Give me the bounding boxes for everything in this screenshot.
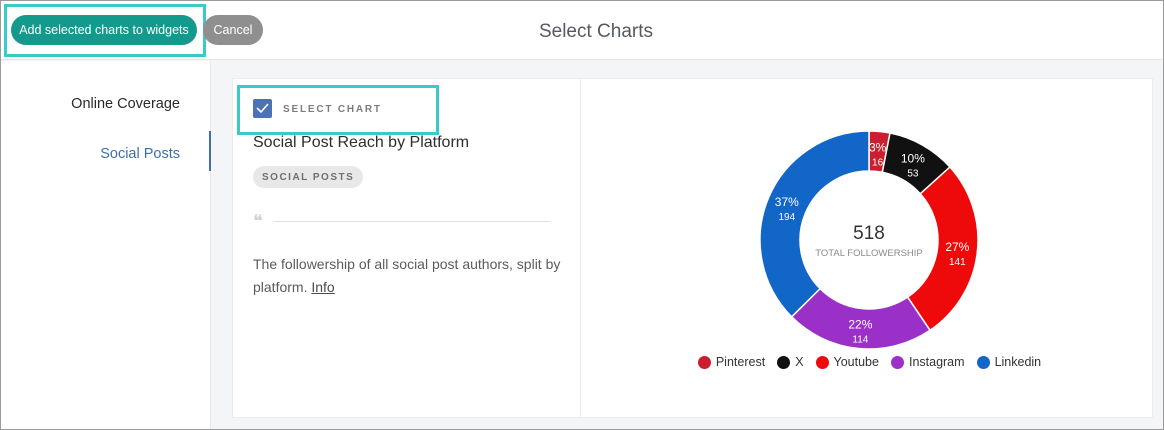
legend-swatch xyxy=(777,355,791,369)
quote-icon: ❝ xyxy=(253,211,263,232)
legend-label: Instagram xyxy=(908,355,965,369)
cancel-button[interactable]: Cancel xyxy=(203,15,263,45)
slice-value-label: 53 xyxy=(907,169,919,180)
legend-item-youtube[interactable]: Youtube xyxy=(815,355,879,369)
slice-percent-label: 3% xyxy=(869,140,887,154)
sidebar-item-social-posts[interactable]: Social Posts xyxy=(100,146,180,162)
legend-item-x[interactable]: X xyxy=(777,355,804,369)
select-chart-checkbox[interactable] xyxy=(253,99,272,118)
page-title: Select Charts xyxy=(538,21,654,42)
slice-value-label: 114 xyxy=(852,335,868,346)
slice-percent-label: 10% xyxy=(901,152,925,166)
header: Add selected charts to widgets Cancel Se… xyxy=(1,1,1163,60)
legend-swatch xyxy=(976,355,990,369)
chart-area: 3% 16 10% 53 27% 141 22% 114 37% 194 518 TOTAL FOLL… xyxy=(582,79,1152,417)
chart-card-info: SELECT CHART Social Post Reach by Platfo… xyxy=(233,79,581,417)
chart-card: SELECT CHART Social Post Reach by Platfo… xyxy=(232,78,1153,418)
checkmark-icon xyxy=(256,103,269,114)
info-link[interactable]: Info xyxy=(311,279,335,295)
legend-label: Linkedin xyxy=(994,355,1042,369)
slice-value-label: 141 xyxy=(949,257,966,268)
slice-percent-label: 22% xyxy=(848,318,872,332)
legend-item-linkedin[interactable]: Linkedin xyxy=(976,355,1042,369)
chart-title: Social Post Reach by Platform xyxy=(253,134,470,151)
divider xyxy=(273,221,551,222)
legend-swatch xyxy=(697,355,711,369)
total-label: TOTAL FOLLOWERSHIP xyxy=(815,248,923,259)
legend-swatch xyxy=(815,355,829,369)
legend-swatch xyxy=(890,355,904,369)
select-chart-label: SELECT CHART xyxy=(283,104,382,115)
highlight-box xyxy=(237,85,439,135)
slice-value-label: 194 xyxy=(778,212,795,223)
donut-chart: 3% 16 10% 53 27% 141 22% 114 37% 194 518 TOTAL FOLL… xyxy=(759,130,979,350)
chart-legend: Pinterest X Youtube Instagram Linkedin xyxy=(582,355,1157,369)
slice-percent-label: 37% xyxy=(775,195,799,209)
slice-percent-label: 27% xyxy=(945,240,969,254)
chart-description: The followership of all social post auth… xyxy=(253,253,563,299)
category-tag: SOCIAL POSTS xyxy=(253,166,364,188)
slice-value-label: 16 xyxy=(872,157,884,168)
sidebar-item-online-coverage[interactable]: Online Coverage xyxy=(71,96,180,112)
sidebar-active-indicator xyxy=(209,131,211,171)
legend-label: Youtube xyxy=(833,355,879,369)
add-selected-charts-button[interactable]: Add selected charts to widgets xyxy=(11,15,197,45)
total-value: 518 xyxy=(853,223,885,244)
description-text: The followership of all social post auth… xyxy=(253,256,561,295)
slice-linkedin[interactable] xyxy=(759,130,870,318)
legend-label: Pinterest xyxy=(715,355,766,369)
legend-label: X xyxy=(795,355,804,369)
sidebar: Online Coverage Social Posts xyxy=(1,61,211,429)
legend-item-instagram[interactable]: Instagram xyxy=(890,355,965,369)
legend-item-pinterest[interactable]: Pinterest xyxy=(697,355,766,369)
